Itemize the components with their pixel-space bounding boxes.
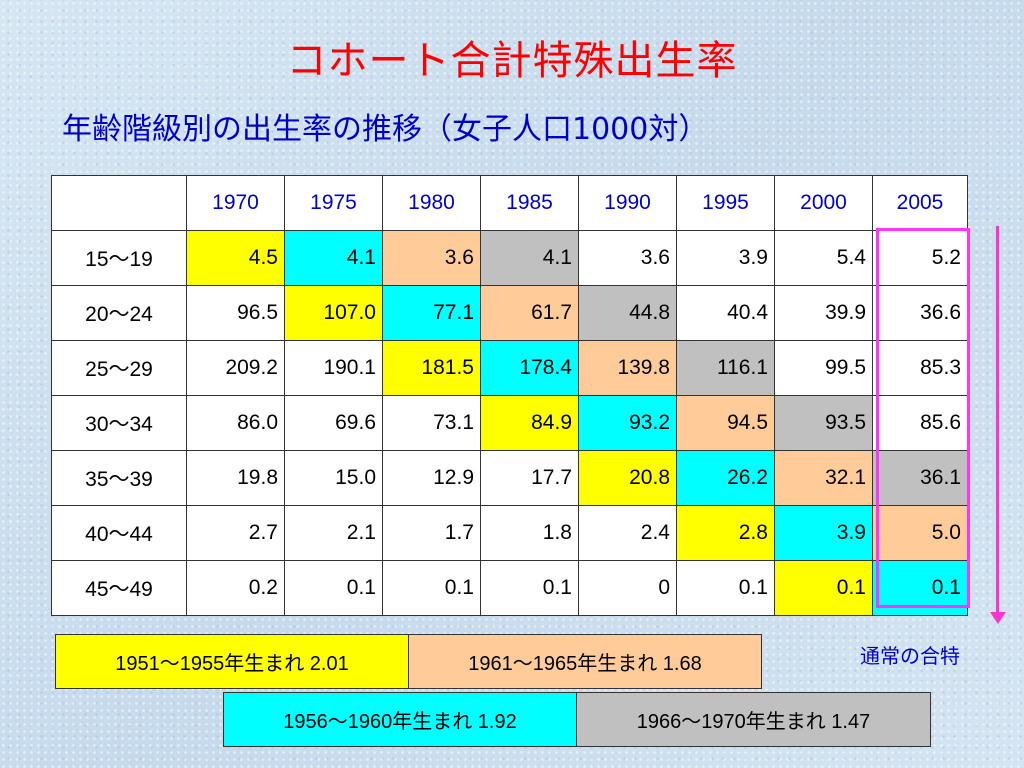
rate-cell: 32.1 (774, 450, 873, 506)
rate-cell: 0.1 (872, 560, 968, 616)
age-group-label: 25〜29 (51, 340, 187, 396)
rate-cell: 5.4 (774, 230, 873, 286)
year-header: 1975 (284, 175, 383, 231)
slide-title: コホート合計特殊出生率 (286, 38, 738, 84)
rate-cell: 85.3 (872, 340, 968, 396)
table-row: 30〜34 86.0 69.6 73.1 84.9 93.2 94.5 93.5… (51, 395, 968, 451)
rate-cell: 99.5 (774, 340, 873, 396)
legend-cohort-1956: 1956〜1960年生まれ 1.92 (223, 692, 577, 747)
rate-cell: 77.1 (382, 285, 481, 341)
rate-cell: 73.1 (382, 395, 481, 451)
rate-cell: 3.6 (382, 230, 481, 286)
fertility-table: 1970 1975 1980 1985 1990 1995 2000 2005 … (51, 175, 968, 616)
rate-cell: 44.8 (578, 285, 677, 341)
rate-cell: 3.9 (676, 230, 775, 286)
age-group-label: 20〜24 (51, 285, 187, 341)
age-group-label: 15〜19 (51, 230, 187, 286)
rate-cell: 190.1 (284, 340, 383, 396)
rate-cell: 3.6 (578, 230, 677, 286)
rate-cell: 0.1 (382, 560, 481, 616)
table-row: 45〜49 0.2 0.1 0.1 0.1 0 0.1 0.1 0.1 (51, 560, 968, 616)
rate-cell: 2.1 (284, 505, 383, 561)
rate-cell: 94.5 (676, 395, 775, 451)
year-header: 2005 (872, 175, 968, 231)
rate-cell: 0.1 (676, 560, 775, 616)
rate-cell: 4.5 (186, 230, 285, 286)
legend-cohort-1961: 1961〜1965年生まれ 1.68 (408, 634, 762, 689)
table-row: 15〜19 4.5 4.1 3.6 4.1 3.6 3.9 5.4 5.2 (51, 230, 968, 286)
year-header: 1985 (480, 175, 579, 231)
rate-cell: 1.7 (382, 505, 481, 561)
rate-cell: 0.1 (284, 560, 383, 616)
rate-cell: 15.0 (284, 450, 383, 506)
legend-cohort-1966: 1966〜1970年生まれ 1.47 (576, 692, 931, 747)
down-arrow-line (996, 226, 999, 616)
rate-cell: 39.9 (774, 285, 873, 341)
rate-cell: 26.2 (676, 450, 775, 506)
rate-cell: 12.9 (382, 450, 481, 506)
table-header-row: 1970 1975 1980 1985 1990 1995 2000 2005 (51, 175, 968, 231)
down-arrow-icon (990, 612, 1006, 624)
rate-cell: 0.1 (480, 560, 579, 616)
rate-cell: 178.4 (480, 340, 579, 396)
year-header: 2000 (774, 175, 873, 231)
rate-cell: 0.2 (186, 560, 285, 616)
rate-cell: 96.5 (186, 285, 285, 341)
rate-cell: 86.0 (186, 395, 285, 451)
rate-cell: 4.1 (480, 230, 579, 286)
rate-cell: 3.9 (774, 505, 873, 561)
rate-cell: 2.8 (676, 505, 775, 561)
rate-cell: 181.5 (382, 340, 481, 396)
table-row: 40〜44 2.7 2.1 1.7 1.8 2.4 2.8 3.9 5.0 (51, 505, 968, 561)
table-row: 20〜24 96.5 107.0 77.1 61.7 44.8 40.4 39.… (51, 285, 968, 341)
rate-cell: 209.2 (186, 340, 285, 396)
rate-cell: 84.9 (480, 395, 579, 451)
age-group-label: 30〜34 (51, 395, 187, 451)
rate-cell: 36.6 (872, 285, 968, 341)
rate-cell: 17.7 (480, 450, 579, 506)
table-row: 25〜29 209.2 190.1 181.5 178.4 139.8 116.… (51, 340, 968, 396)
rate-cell: 0 (578, 560, 677, 616)
rate-cell: 85.6 (872, 395, 968, 451)
rate-cell: 139.8 (578, 340, 677, 396)
rate-cell: 93.5 (774, 395, 873, 451)
rate-cell: 40.4 (676, 285, 775, 341)
rate-cell: 69.6 (284, 395, 383, 451)
slide-subtitle: 年齢階級別の出生率の推移（女子人口1000対） (62, 112, 709, 147)
rate-cell: 116.1 (676, 340, 775, 396)
corner-cell (51, 175, 187, 231)
rate-cell: 2.4 (578, 505, 677, 561)
age-group-label: 35〜39 (51, 450, 187, 506)
age-group-label: 45〜49 (51, 560, 187, 616)
rate-cell: 93.2 (578, 395, 677, 451)
rate-cell: 61.7 (480, 285, 579, 341)
note-label: 通常の合特 (860, 644, 960, 668)
rate-cell: 19.8 (186, 450, 285, 506)
rate-cell: 4.1 (284, 230, 383, 286)
legend-cohort-1951: 1951〜1955年生まれ 2.01 (55, 634, 409, 689)
age-group-label: 40〜44 (51, 505, 187, 561)
rate-cell: 5.2 (872, 230, 968, 286)
year-header: 1990 (578, 175, 677, 231)
year-header: 1970 (186, 175, 285, 231)
year-header: 1995 (676, 175, 775, 231)
rate-cell: 107.0 (284, 285, 383, 341)
rate-cell: 36.1 (872, 450, 968, 506)
year-header: 1980 (382, 175, 481, 231)
table-row: 35〜39 19.8 15.0 12.9 17.7 20.8 26.2 32.1… (51, 450, 968, 506)
rate-cell: 2.7 (186, 505, 285, 561)
rate-cell: 5.0 (872, 505, 968, 561)
rate-cell: 1.8 (480, 505, 579, 561)
rate-cell: 0.1 (774, 560, 873, 616)
rate-cell: 20.8 (578, 450, 677, 506)
